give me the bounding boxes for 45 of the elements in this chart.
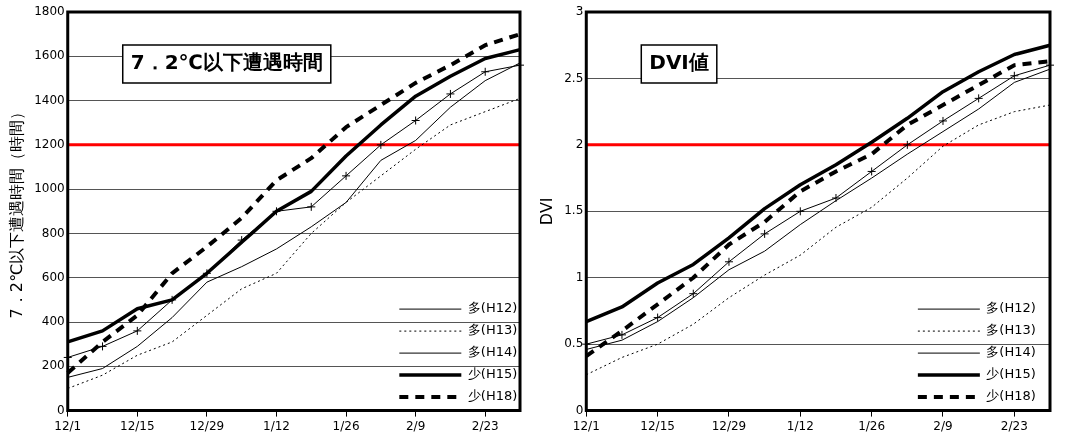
y-tick-label: 1800 [34,4,65,19]
legend-label: 多(H14) [467,344,518,360]
y-tick-label: 1600 [34,48,65,63]
legend-label: 多(H13) [986,322,1036,338]
text: 7．2℃以下遭遇時間 [130,50,323,75]
legend-label: 少(H15) [986,366,1036,382]
legend-label: 少(H15) [467,366,518,382]
x-tick-label: 1/26 [332,418,360,433]
y-tick-label: 1 [575,269,584,284]
x-tick-label: 12/29 [711,418,747,433]
x-tick-label: 2/9 [405,418,426,433]
y-tick-label: 1200 [34,136,65,151]
y-tick-label: 0 [575,402,584,417]
x-tick-label: 12/29 [189,418,225,433]
x-tick-label: 2/23 [1000,418,1028,433]
y-tick-label: 600 [41,269,65,284]
y-axis-title: 7．2℃以下遭遇時間（時間） [6,104,26,319]
legend-label: 多(H14) [986,344,1036,360]
text: DVI値 [649,50,709,75]
y-tick-label: 800 [41,225,65,240]
y-tick-label: 2.5 [564,70,584,85]
x-tick-label: 1/26 [858,418,886,433]
x-tick-label: 1/12 [786,418,814,433]
legend-label: 多(H13) [467,322,518,338]
legend-label: 少(H18) [986,388,1036,404]
x-tick-label: 12/15 [120,418,155,433]
x-tick-label: 12/1 [572,418,600,433]
y-tick-label: 200 [41,358,65,373]
y-tick-label: 0 [57,402,65,417]
x-tick-label: 1/12 [263,418,290,433]
y-tick-label: 0.5 [564,336,584,351]
y-tick-label: 400 [41,314,65,329]
legend-label: 多(H12) [986,300,1036,316]
legend-label: 多(H12) [467,300,518,316]
y-tick-label: 1.5 [564,203,584,218]
y-tick-label: 2 [575,136,584,151]
y-tick-label: 3 [575,4,584,19]
x-tick-label: 12/1 [54,418,82,433]
y-axis-title: DVI [536,197,556,226]
x-tick-label: 2/23 [471,418,499,433]
x-tick-label: 12/15 [640,418,675,433]
x-tick-label: 2/9 [933,418,953,433]
legend-label: 少(H18) [467,388,518,404]
y-tick-label: 1000 [34,181,65,196]
y-tick-label: 1400 [34,92,65,107]
